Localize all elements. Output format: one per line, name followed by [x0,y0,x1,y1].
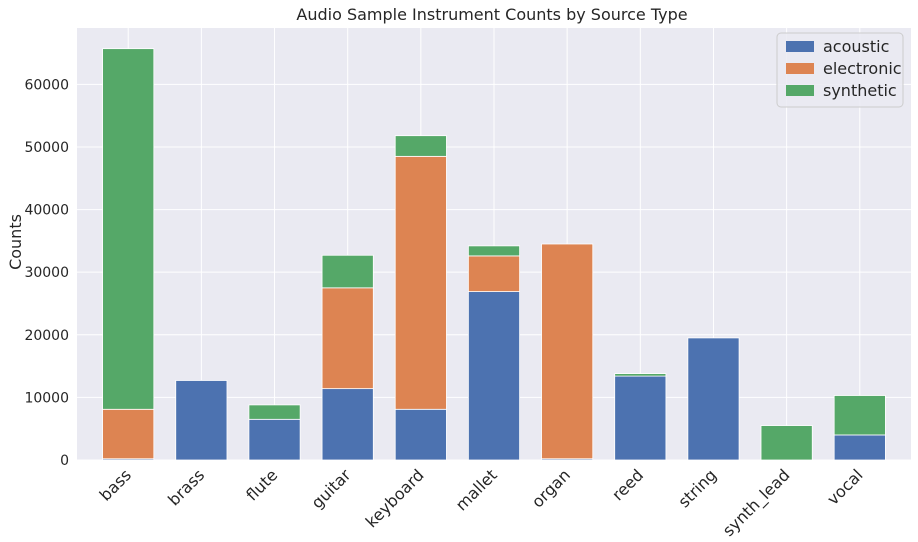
bar-electronic-guitar [321,287,374,390]
legend-swatch-acoustic [786,41,814,52]
y-tick-label: 30000 [24,265,69,281]
bar-synthetic-keyboard [394,135,447,157]
bar-synthetic-guitar [321,254,374,289]
bar-electronic-mallet [467,255,521,292]
x-tick-label: keyboard [362,465,428,531]
bar-electronic-keyboard [394,155,447,410]
bar-electronic-organ [541,243,594,460]
y-tick-label: 50000 [24,140,69,156]
bar-acoustic-mallet [467,291,521,461]
bar-synthetic-mallet [467,245,521,257]
y-tick-label: 0 [60,453,69,469]
y-tick-label: 60000 [24,77,69,93]
bar-acoustic-keyboard [394,408,447,461]
legend: acoustic electronic synthetic [776,32,904,108]
bar-synthetic-bass [102,48,155,410]
bar-synthetic-synth_lead [760,425,813,461]
y-tick-label: 40000 [24,203,69,219]
bar-acoustic-guitar [321,388,374,461]
bar-electronic-bass [102,408,155,460]
x-tick-label: organ [528,465,574,511]
bars [102,48,886,461]
bar-acoustic-flute [248,418,301,461]
bar-synthetic-vocal [833,395,886,436]
x-tick-label: synth_lead [719,465,794,540]
x-tick-label: string [674,465,720,511]
x-axis-ticks: bass brass flute guitar keyboard mallet organ r… [96,465,867,541]
x-tick-label: mallet [452,465,501,514]
x-tick-label: vocal [823,465,866,508]
y-tick-label: 20000 [24,328,69,344]
x-tick-label: guitar [308,465,355,512]
y-axis-title: Counts [6,214,25,270]
x-tick-label: reed [608,465,647,504]
legend-swatch-electronic [786,63,814,74]
bar-acoustic-brass [175,380,228,461]
x-tick-label: flute [242,465,281,504]
legend-swatch-synthetic [786,85,814,96]
bar-synthetic-flute [248,404,301,420]
x-tick-label: bass [96,465,135,504]
x-tick-label: brass [164,465,208,509]
y-tick-label: 10000 [24,390,69,406]
bar-acoustic-string [687,337,740,461]
legend-label-synthetic: synthetic [823,81,897,100]
y-axis-ticks: 0 10000 20000 30000 40000 50000 60000 [24,77,69,469]
bar-acoustic-vocal [833,434,886,461]
legend-label-acoustic: acoustic [823,37,889,56]
bar-synthetic-reed [614,373,667,377]
legend-label-electronic: electronic [823,59,902,78]
chart-title: Audio Sample Instrument Counts by Source… [296,5,687,24]
bar-acoustic-reed [614,375,667,461]
